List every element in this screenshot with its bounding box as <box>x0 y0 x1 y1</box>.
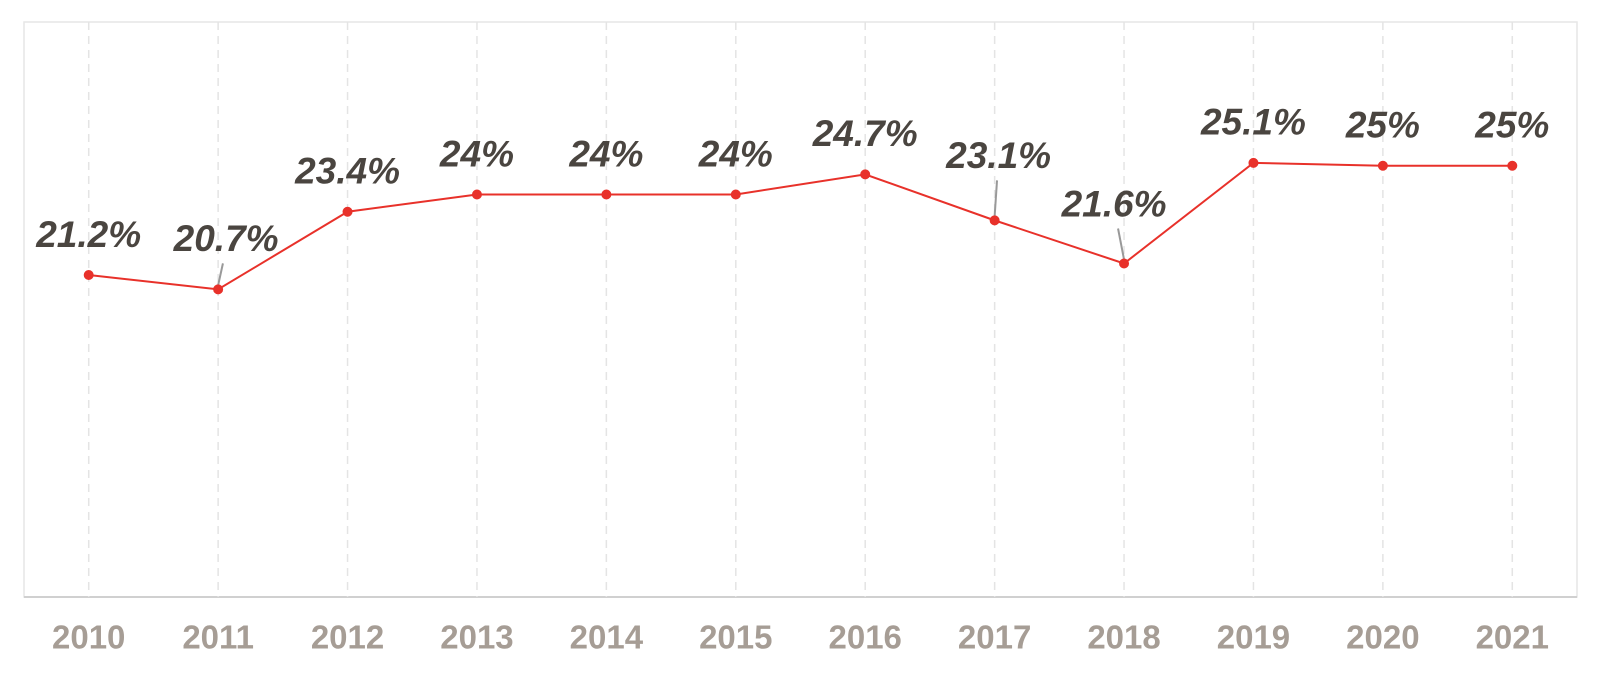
point <box>601 189 612 200</box>
data-label: 24% <box>439 133 514 174</box>
point <box>989 215 1000 226</box>
data-label: 25% <box>1345 105 1420 146</box>
point <box>1507 160 1518 171</box>
x-tick-label: 2016 <box>828 619 901 656</box>
x-tick-label: 2011 <box>182 619 254 656</box>
data-label: 23.4% <box>294 151 400 192</box>
data-label: 25% <box>1474 105 1549 146</box>
data-label: 23.1% <box>945 135 1051 176</box>
x-tick-label: 2021 <box>1476 619 1549 656</box>
x-tick-label: 2014 <box>570 619 644 656</box>
data-label: 21.6% <box>1061 183 1167 224</box>
leader-line <box>1117 228 1126 260</box>
point <box>342 206 353 217</box>
data-label: 24.7% <box>812 113 918 154</box>
x-tick-label: 2017 <box>958 619 1031 656</box>
data-label: 20.7% <box>173 218 279 259</box>
point <box>1248 157 1259 168</box>
x-tick-label: 2020 <box>1346 619 1419 656</box>
plot-frame <box>23 21 1578 598</box>
data-label: 21.2% <box>35 214 141 255</box>
point <box>213 284 224 295</box>
point <box>471 189 482 200</box>
x-tick-label: 2015 <box>699 619 772 656</box>
line <box>88 161 1513 291</box>
x-tick-label: 2019 <box>1217 619 1290 656</box>
point <box>1119 258 1130 269</box>
point <box>860 169 871 180</box>
leader-line <box>217 263 224 286</box>
point <box>730 189 741 200</box>
x-tick-label: 2013 <box>440 619 513 656</box>
data-label: 25.1% <box>1200 102 1306 143</box>
data-label: 24% <box>568 133 643 174</box>
point <box>83 270 94 280</box>
x-tick-label: 2012 <box>311 619 384 656</box>
leader-line <box>993 180 999 217</box>
data-label: 24% <box>698 133 773 174</box>
x-tick-label: 2018 <box>1087 619 1160 656</box>
point <box>1377 160 1388 171</box>
x-tick-label: 2010 <box>52 619 125 656</box>
